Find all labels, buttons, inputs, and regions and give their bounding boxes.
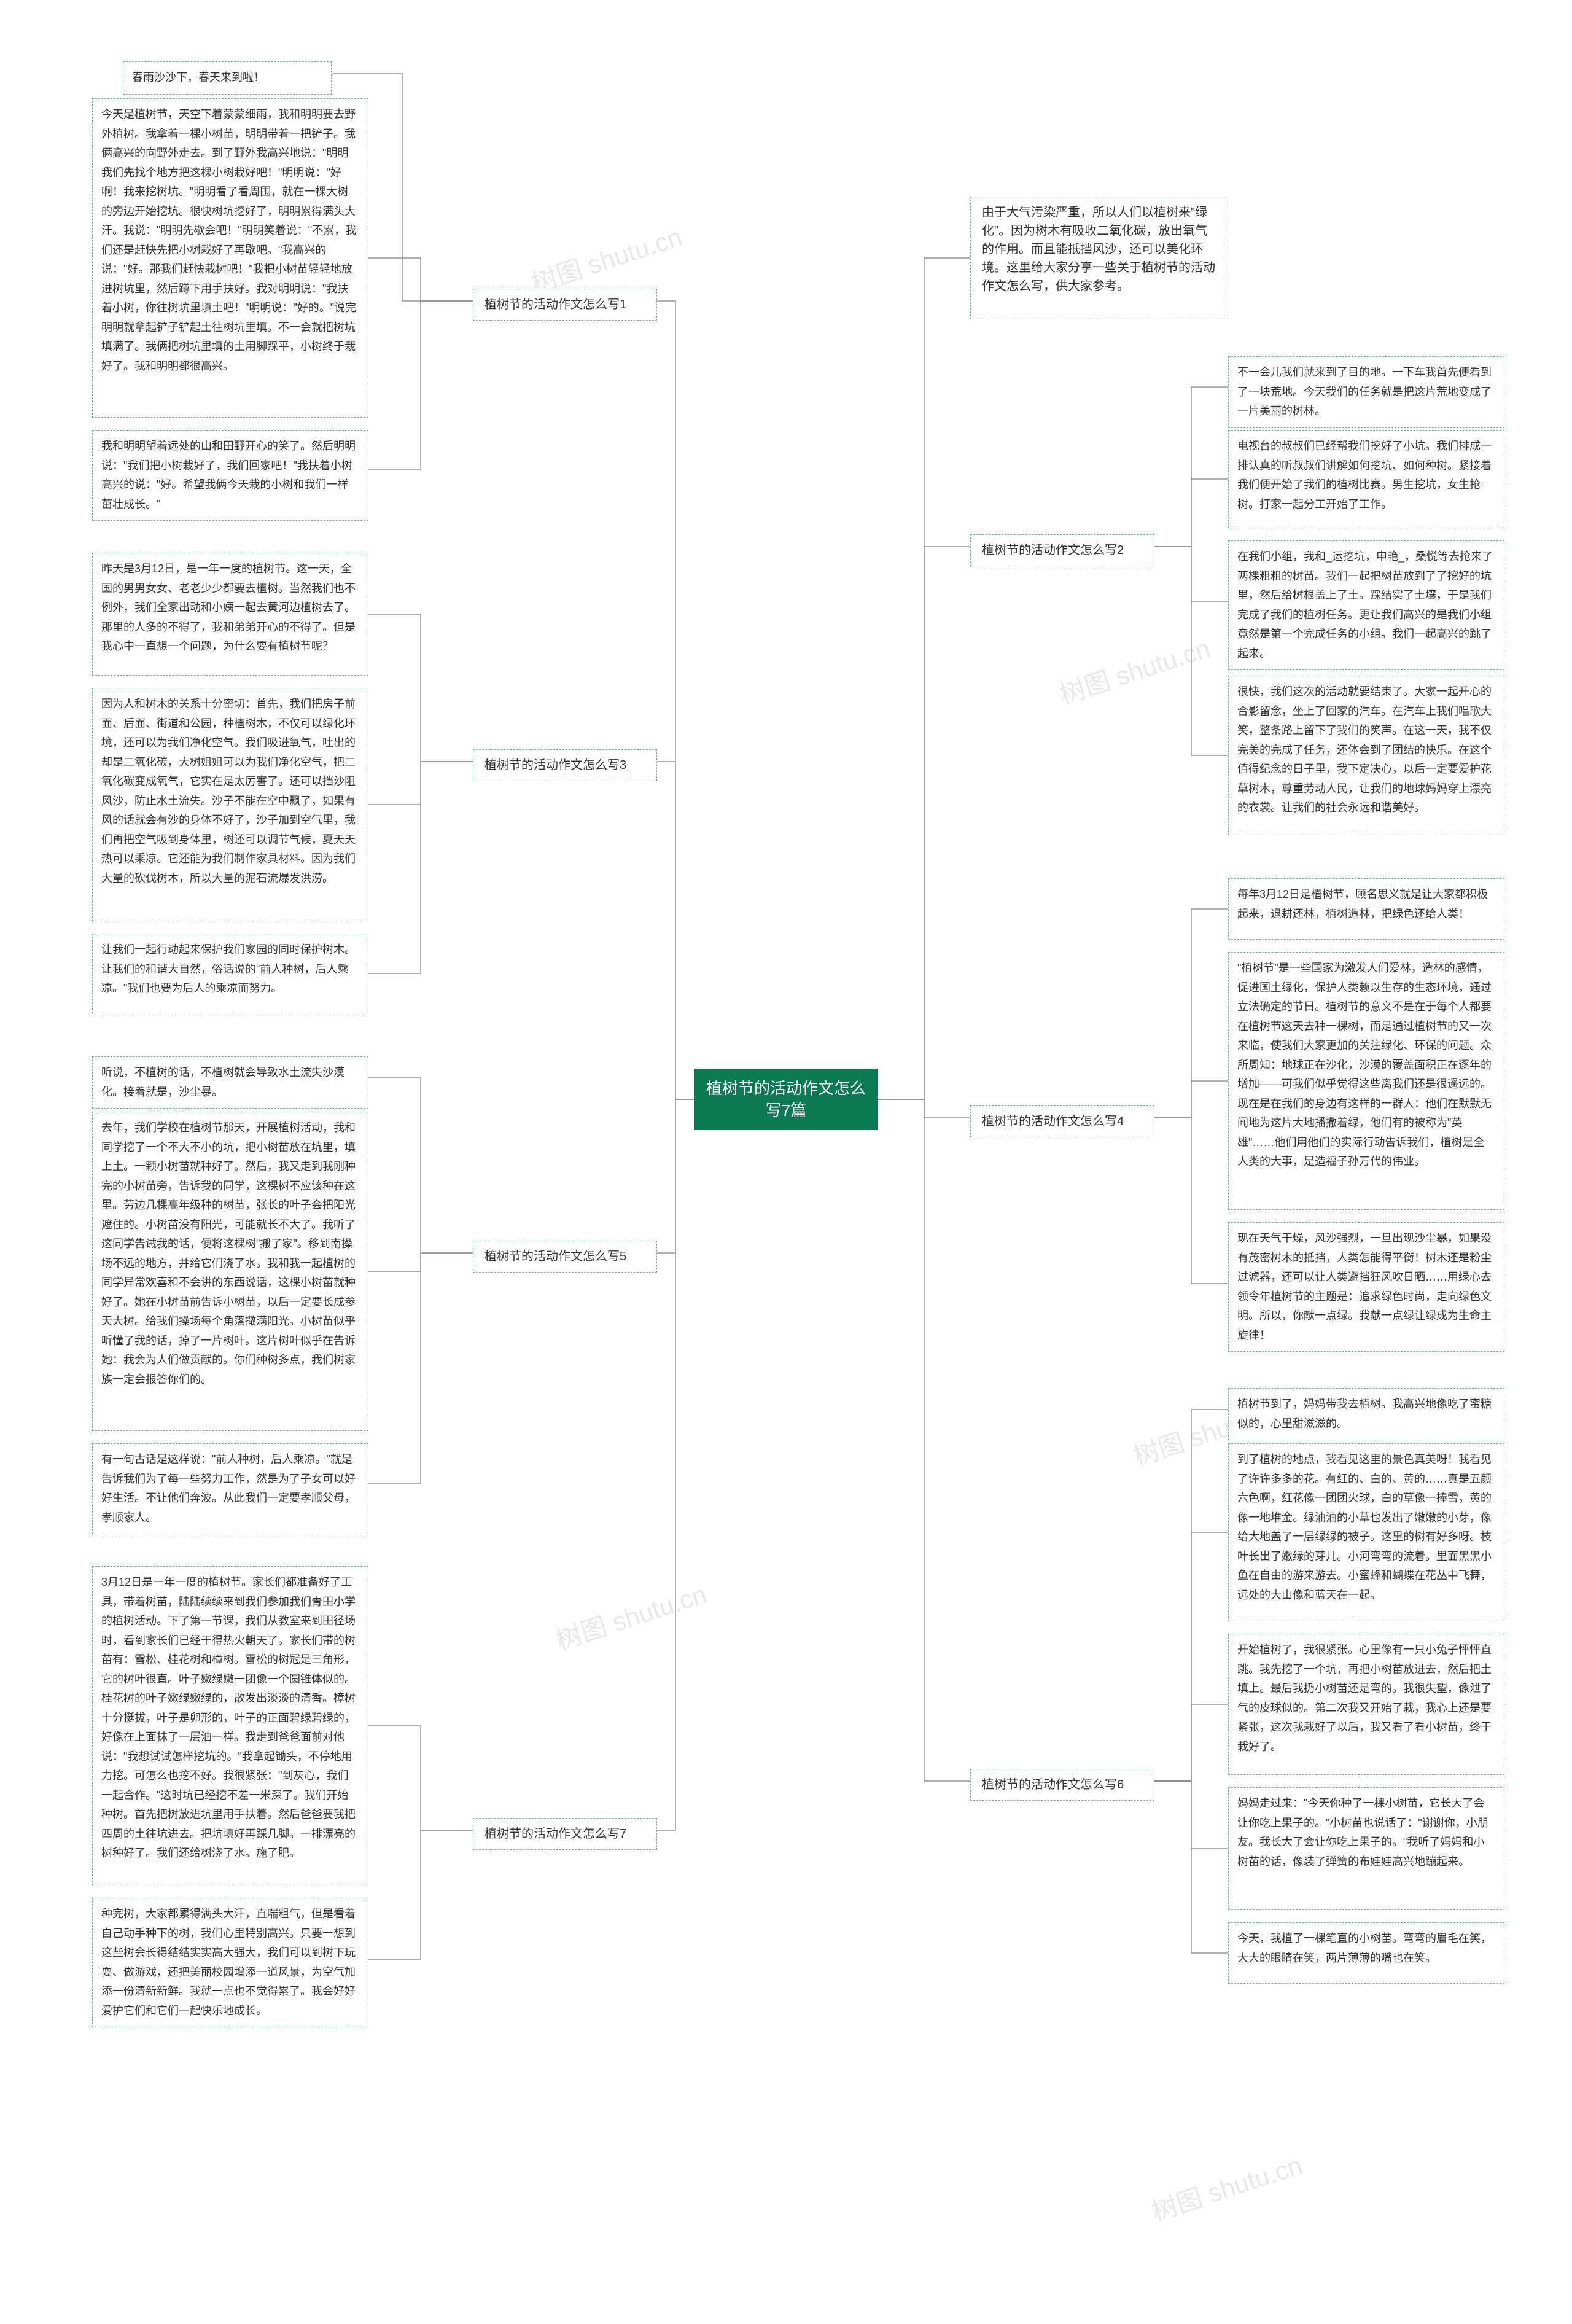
leaf-node: 去年，我们学校在植树节那天，开展植树活动，我和同学挖了一个不大不小的坑，把小树苗… xyxy=(92,1112,368,1431)
leaf-node: 有一句古话是这样说："前人种树，后人乘凉。"就是告诉我们为了每一些努力工作，然是… xyxy=(92,1443,368,1534)
leaf-text: 到了植树的地点，我看见这里的景色真美呀！我看见了许许多多的花。有红的、白的、黄的… xyxy=(1237,1453,1492,1601)
section-label: 植树节的活动作文怎么写4 xyxy=(982,1115,1124,1128)
center-node: 植树节的活动作文怎么写7篇 xyxy=(694,1069,878,1130)
center-label: 植树节的活动作文怎么写7篇 xyxy=(702,1077,870,1122)
leaf-node: 种完树，大家都累得满头大汗，直喘粗气，但是看着自己动手种下的树，我们心里特别高兴… xyxy=(92,1898,368,2027)
section-label: 植树节的活动作文怎么写3 xyxy=(484,758,626,772)
watermark: 树图 shutu.cn xyxy=(1054,628,1215,712)
leaf-node: 我和明明望着远处的山和田野开心的笑了。然后明明说："我们把小树栽好了，我们回家吧… xyxy=(92,430,368,521)
leaf-node: 植树节到了，妈妈带我去植树。我高兴地像吃了蜜糖似的，心里甜滋滋的。 xyxy=(1228,1388,1504,1440)
leaf-node: 3月12日是一年一度的植树节。家长们都准备好了工具，带着树苗，陆陆续续来到我们参… xyxy=(92,1566,368,1885)
leaf-text: 每年3月12日是植树节，顾名思义就是让大家都积极起来，退耕还林，植树造林，把绿色… xyxy=(1237,888,1488,920)
leaf-text: 我和明明望着远处的山和田野开心的笑了。然后明明说："我们把小树栽好了，我们回家吧… xyxy=(101,440,356,510)
leaf-node: 开始植树了，我很紧张。心里像有一只小兔子怦怦直跳。我先挖了一个坑，再把小树苗放进… xyxy=(1228,1634,1504,1775)
leaf-node: "植树节"是一些国家为激发人们爱林，造林的感情，促进国土绿化，保护人类赖以生存的… xyxy=(1228,952,1504,1210)
section-node: 由于大气污染严重，所以人们以植树来"绿化"。因为树木有吸收二氧化碳，放出氧气的作… xyxy=(970,197,1228,319)
section-label: 由于大气污染严重，所以人们以植树来"绿化"。因为树木有吸收二氧化碳，放出氧气的作… xyxy=(982,206,1215,293)
section-node: 植树节的活动作文怎么写5 xyxy=(473,1241,657,1273)
leaf-node: 电视台的叔叔们已经帮我们挖好了小坑。我们排成一排认真的听叔叔们讲解如何挖坑、如何… xyxy=(1228,430,1504,528)
leaf-text: 不一会儿我们就来到了目的地。一下车我首先便看到了一块荒地。今天我们的任务就是把这… xyxy=(1237,366,1492,417)
leaf-node: 让我们一起行动起来保护我们家园的同时保护树木。让我们的和谐大自然，俗话说的"前人… xyxy=(92,934,368,1013)
section-node: 植树节的活动作文怎么写4 xyxy=(970,1105,1154,1137)
leaf-text: 现在天气干燥，风沙强烈，一旦出现沙尘暴，如果没有茂密树木的抵挡，人类怎能得平衡！… xyxy=(1237,1232,1492,1341)
leaf-text: 植树节到了，妈妈带我去植树。我高兴地像吃了蜜糖似的，心里甜滋滋的。 xyxy=(1237,1398,1492,1430)
watermark: 树图 shutu.cn xyxy=(1146,2145,1307,2229)
leaf-node: 今天是植树节，天空下着蒙蒙细雨，我和明明要去野外植树。我拿着一棵小树苗，明明带着… xyxy=(92,98,368,418)
leaf-node: 因为人和树木的关系十分密切：首先，我们把房子前面、后面、街道和公园，种植树木，不… xyxy=(92,688,368,921)
section-node: 植树节的活动作文怎么写3 xyxy=(473,749,657,781)
section-node: 植树节的活动作文怎么写2 xyxy=(970,534,1154,566)
leaf-text: 有一句古话是这样说："前人种树，后人乘凉。"就是告诉我们为了每一些努力工作，然是… xyxy=(101,1453,356,1524)
watermark: 树图 shutu.cn xyxy=(551,1573,711,1658)
leaf-node: 今天，我植了一棵笔直的小树苗。弯弯的眉毛在笑，大大的眼睛在笑，两片薄薄的嘴也在笑… xyxy=(1228,1922,1504,1984)
leaf-text: 让我们一起行动起来保护我们家园的同时保护树木。让我们的和谐大自然，俗话说的"前人… xyxy=(101,943,356,994)
leaf-text: 今天是植树节，天空下着蒙蒙细雨，我和明明要去野外植树。我拿着一棵小树苗，明明带着… xyxy=(101,108,356,372)
section-label: 植树节的活动作文怎么写7 xyxy=(484,1827,626,1841)
leaf-node: 不一会儿我们就来到了目的地。一下车我首先便看到了一块荒地。今天我们的任务就是把这… xyxy=(1228,356,1504,428)
leaf-text: 电视台的叔叔们已经帮我们挖好了小坑。我们排成一排认真的听叔叔们讲解如何挖坑、如何… xyxy=(1237,440,1492,510)
leaf-text: 在我们小组，我和_运挖坑，申艳_，桑悦等去抢来了两棵粗粗的树苗。我们一起把树苗放… xyxy=(1237,550,1493,660)
leaf-text: 因为人和树木的关系十分密切：首先，我们把房子前面、后面、街道和公园，种植树木，不… xyxy=(101,698,356,884)
leaf-node: 到了植树的地点，我看见这里的景色真美呀！我看见了许许多多的花。有红的、白的、黄的… xyxy=(1228,1443,1504,1621)
watermark: 树图 shutu.cn xyxy=(526,216,687,300)
leaf-text: "植树节"是一些国家为激发人们爱林，造林的感情，促进国土绿化，保护人类赖以生存的… xyxy=(1237,962,1492,1168)
leaf-node: 每年3月12日是植树节，顾名思义就是让大家都积极起来，退耕还林，植树造林，把绿色… xyxy=(1228,878,1504,940)
leaf-node: 很快，我们这次的活动就要结束了。大家一起开心的合影留念，坐上了回家的汽车。在汽车… xyxy=(1228,676,1504,835)
section-node: 植树节的活动作文怎么写6 xyxy=(970,1769,1154,1801)
leaf-text: 种完树，大家都累得满头大汗，直喘粗气，但是看着自己动手种下的树，我们心里特别高兴… xyxy=(101,1908,356,2017)
leaf-text: 春雨沙沙下，春天来到啦！ xyxy=(132,71,265,84)
leaf-text: 妈妈走过来："今天你种了一棵小树苗，它长大了会让你吃上果子的。"小树苗也说话了：… xyxy=(1237,1797,1488,1868)
leaf-text: 听说，不植树的话，不植树就会导致水土流失沙漠化。接着就是，沙尘暴。 xyxy=(101,1066,344,1098)
section-label: 植树节的活动作文怎么写5 xyxy=(484,1250,626,1263)
leaf-node: 春雨沙沙下，春天来到啦！ xyxy=(123,61,332,95)
leaf-text: 3月12日是一年一度的植树节。家长们都准备好了工具，带着树苗，陆陆续续来到我们参… xyxy=(101,1576,356,1859)
leaf-node: 昨天是3月12日，是一年一度的植树节。这一天，全国的男男女女、老老少少都要去植树… xyxy=(92,553,368,676)
section-label: 植树节的活动作文怎么写6 xyxy=(982,1778,1124,1792)
leaf-node: 现在天气干燥，风沙强烈，一旦出现沙尘暴，如果没有茂密树木的抵挡，人类怎能得平衡！… xyxy=(1228,1222,1504,1352)
leaf-text: 昨天是3月12日，是一年一度的植树节。这一天，全国的男男女女、老老少少都要去植树… xyxy=(101,563,356,652)
leaf-node: 在我们小组，我和_运挖坑，申艳_，桑悦等去抢来了两棵粗粗的树苗。我们一起把树苗放… xyxy=(1228,540,1504,670)
section-label: 植树节的活动作文怎么写2 xyxy=(982,544,1124,557)
section-node: 植树节的活动作文怎么写7 xyxy=(473,1818,657,1850)
leaf-node: 妈妈走过来："今天你种了一棵小树苗，它长大了会让你吃上果子的。"小树苗也说话了：… xyxy=(1228,1787,1504,1910)
leaf-text: 开始植树了，我很紧张。心里像有一只小兔子怦怦直跳。我先挖了一个坑，再把小树苗放进… xyxy=(1237,1644,1492,1753)
leaf-text: 很快，我们这次的活动就要结束了。大家一起开心的合影留念，坐上了回家的汽车。在汽车… xyxy=(1237,685,1492,814)
section-label: 植树节的活动作文怎么写1 xyxy=(484,298,626,311)
leaf-text: 去年，我们学校在植树节那天，开展植树活动，我和同学挖了一个不大不小的坑，把小树苗… xyxy=(101,1121,356,1386)
section-node: 植树节的活动作文怎么写1 xyxy=(473,289,657,321)
leaf-text: 今天，我植了一棵笔直的小树苗。弯弯的眉毛在笑，大大的眼睛在笑，两片薄薄的嘴也在笑… xyxy=(1237,1932,1492,1964)
leaf-node: 听说，不植树的话，不植树就会导致水土流失沙漠化。接着就是，沙尘暴。 xyxy=(92,1056,368,1109)
